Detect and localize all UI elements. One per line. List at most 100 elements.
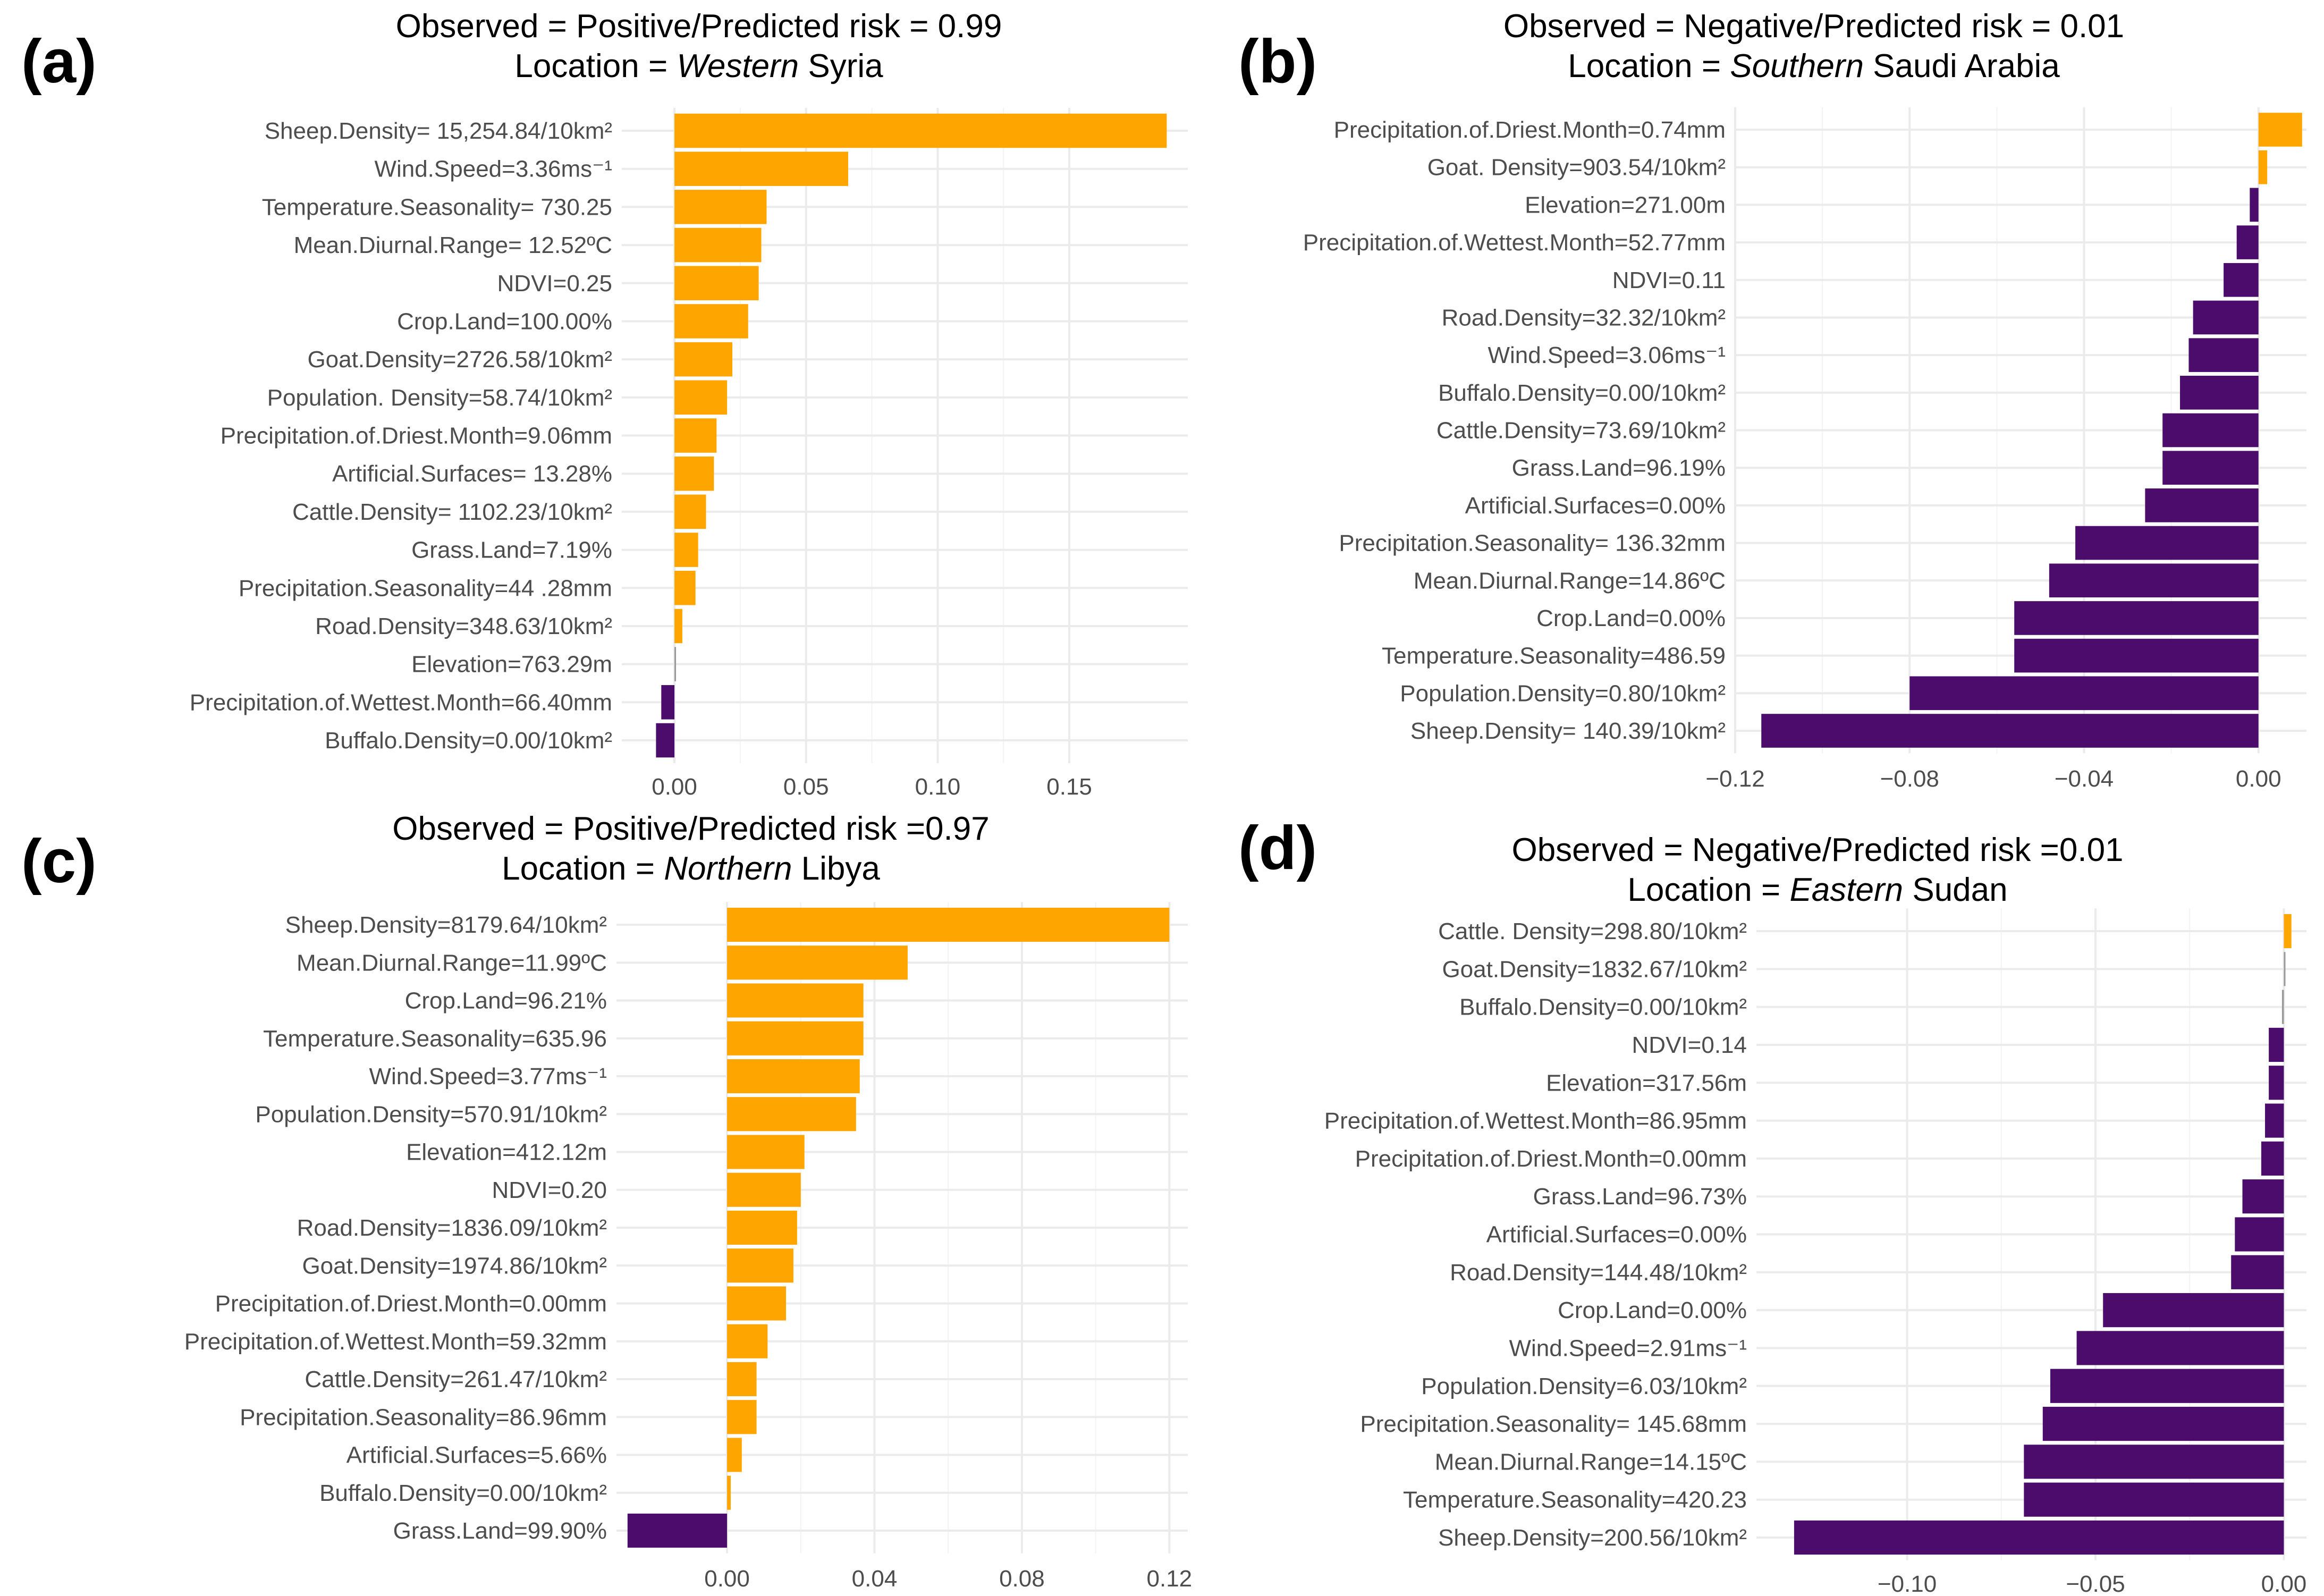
panel-c-bar	[727, 983, 864, 1018]
panel-a-x-ticks: 0.00 0.05 0.10 0.15	[652, 774, 1092, 800]
panel-b-bar	[2258, 113, 2302, 147]
panel-b-y-label: Precipitation.of.Driest.Month=0.74mm	[1334, 117, 1726, 143]
panel-d-y-label: Precipitation.of.Wettest.Month=86.95mm	[1324, 1108, 1747, 1134]
panel-b-bar	[2049, 563, 2259, 598]
panel-d-x-tick-label: 0.00	[2261, 1571, 2307, 1596]
panel-c-grid	[616, 902, 1188, 1553]
panel-c-y-label: Precipitation.of.Driest.Month=0.00mm	[215, 1291, 607, 1317]
panel-a-bars	[656, 113, 1167, 758]
panel-d-y-label: Cattle. Density=298.80/10km²	[1438, 918, 1747, 944]
panel-a-bar	[656, 723, 675, 758]
panel-a-y-label: Crop.Land=100.00%	[397, 308, 612, 334]
panel-b-y-label: Elevation=271.00m	[1525, 192, 1726, 218]
panel-d-y-label: Wind.Speed=2.91ms⁻¹	[1509, 1335, 1747, 1361]
panel-c-y-label: Precipitation.Seasonality=86.96mm	[240, 1404, 607, 1430]
panel-b-y-label: Wind.Speed=3.06ms⁻¹	[1488, 342, 1726, 368]
panel-d-title-italic: Eastern	[1789, 872, 1903, 908]
panel-a-bar	[674, 190, 767, 224]
panel-c-y-label: NDVI=0.20	[492, 1177, 607, 1203]
panel-d-y-label: Mean.Diurnal.Range=14.15ºC	[1435, 1449, 1747, 1475]
panel-a-bar	[674, 227, 762, 263]
panel-d-y-label: Temperature.Seasonality=420.23	[1403, 1487, 1747, 1513]
panel-c-x-tick-label: 0.12	[1147, 1566, 1193, 1592]
panel-b-y-label: Temperature.Seasonality=486.59	[1382, 643, 1726, 669]
panel-b-y-label: Artificial.Surfaces=0.00%	[1465, 493, 1726, 519]
panel-c-letter: (c)	[21, 826, 97, 896]
panel-a-y-label: Temperature.Seasonality= 730.25	[262, 194, 612, 220]
panel-c-bar	[727, 1324, 768, 1358]
panel-b-x-ticks: −0.12 −0.08 −0.04 0.00	[1705, 766, 2281, 792]
panel-b-y-label: Grass.Land=96.19%	[1512, 455, 1726, 481]
panel-d-bar	[2281, 990, 2284, 1024]
panel-a-y-label: Precipitation.of.Wettest.Month=66.40mm	[190, 689, 612, 715]
panel-d-bar	[2024, 1482, 2284, 1517]
panel-d-title-prefix: Location =	[1627, 872, 1789, 908]
panel-a-y-label: Wind.Speed=3.36ms⁻¹	[374, 156, 612, 182]
panel-c-bar	[727, 1400, 757, 1434]
panel-d-title-line1: Observed = Negative/Predicted risk =0.01	[1511, 832, 2123, 868]
panel-d-x-ticks: −0.10 −0.05 0.00	[1878, 1571, 2306, 1596]
panel-d-bar	[2024, 1445, 2284, 1479]
panel-a-bar	[674, 647, 677, 681]
panel-b-y-label: Cattle.Density=73.69/10km²	[1436, 418, 1726, 444]
panel-c-x-tick-label: 0.08	[999, 1566, 1045, 1592]
panel-a-y-label: Road.Density=348.63/10km²	[315, 613, 612, 639]
panel-d-bar	[2269, 1027, 2284, 1062]
panel-c-y-label: Wind.Speed=3.77ms⁻¹	[369, 1063, 607, 1090]
panel-c-title-suffix: Libya	[792, 850, 880, 887]
panel-d-title-suffix: Sudan	[1903, 872, 2008, 908]
panel-a-y-label: Buffalo.Density=0.00/10km²	[325, 728, 612, 754]
panel-b-y-label: NDVI=0.11	[1612, 267, 1726, 293]
panel-a-y-label: Artificial.Surfaces= 13.28%	[332, 461, 612, 487]
panel-d-bars	[1794, 914, 2292, 1555]
panel-a-bar	[674, 418, 717, 453]
panel-a-y-label: Goat.Density=2726.58/10km²	[307, 347, 612, 373]
panel-a-bar	[674, 304, 748, 339]
panel-c-y-label: Precipitation.of.Wettest.Month=59.32mm	[184, 1329, 607, 1355]
panel-c-x-tick-label: 0.00	[704, 1566, 750, 1592]
panel-c-bar	[727, 1172, 801, 1207]
panel-d-bar	[2265, 1103, 2284, 1138]
panel-c-bar	[727, 1059, 860, 1094]
panel-a-bar	[674, 151, 848, 186]
panel-c-bar	[727, 1097, 856, 1131]
panel-a-title-line2: Location = Western Syria	[514, 48, 883, 85]
panel-c-x-tick-label: 0.04	[852, 1566, 898, 1592]
panel-b-title-prefix: Location =	[1568, 48, 1730, 85]
panel-a-bar	[674, 570, 696, 605]
panel-b-bar	[2193, 300, 2259, 335]
panel-a-y-label: Grass.Land=7.19%	[411, 537, 612, 563]
panel-a-y-label: Precipitation.of.Driest.Month=9.06mm	[221, 423, 612, 449]
panel-d-bar	[2284, 914, 2292, 949]
panel-b-y-label: Goat. Density=903.54/10km²	[1427, 155, 1726, 181]
panel-b-title-italic: Southern	[1730, 48, 1864, 85]
panel-d-y-labels: Cattle. Density=298.80/10km² Goat.Density…	[1324, 918, 1747, 1551]
panel-c-title-italic: Northern	[664, 850, 792, 887]
panel-d-y-label: Crop.Land=0.00%	[1558, 1297, 1747, 1323]
panel-b-y-label: Buffalo.Density=0.00/10km²	[1438, 380, 1726, 406]
panel-c-y-label: Temperature.Seasonality=635.96	[263, 1026, 607, 1052]
panel-a-y-labels: Sheep.Density= 15,254.84/10km² Wind.Speed…	[190, 118, 612, 754]
panel-b-title-line2: Location = Southern Saudi Arabia	[1568, 48, 2060, 85]
panel-b-bar	[2014, 601, 2259, 635]
panel-b-bar	[2258, 150, 2268, 184]
panel-a-title-italic: Western	[677, 48, 799, 85]
panel-b-bar	[2188, 338, 2259, 372]
panel-c-bar	[727, 1362, 757, 1397]
panel-d-bar	[2235, 1217, 2284, 1252]
panel-b-bar	[2250, 188, 2259, 222]
panel-d-y-label: Artificial.Surfaces=0.00%	[1486, 1222, 1747, 1248]
panel-b-letter: (b)	[1238, 27, 1317, 96]
panel-a-bar	[674, 113, 1167, 148]
panel-c-y-label: Buffalo.Density=0.00/10km²	[319, 1480, 607, 1506]
panel-d-y-label: Goat.Density=1832.67/10km²	[1442, 956, 1747, 982]
panel-c-y-label: Goat.Density=1974.86/10km²	[302, 1253, 607, 1279]
panel-c-bar	[727, 1438, 742, 1472]
panel-b-bars	[1761, 113, 2302, 748]
panel-a-x-tick-label: 0.15	[1046, 774, 1092, 800]
panel-d-x-tick-label: −0.10	[1878, 1571, 1937, 1596]
panel-c-bar	[727, 1286, 787, 1321]
panel-a-title-suffix: Syria	[799, 48, 883, 85]
panel-b-y-label: Road.Density=32.32/10km²	[1442, 305, 1726, 331]
panel-c-y-label: Sheep.Density=8179.64/10km²	[285, 912, 607, 938]
